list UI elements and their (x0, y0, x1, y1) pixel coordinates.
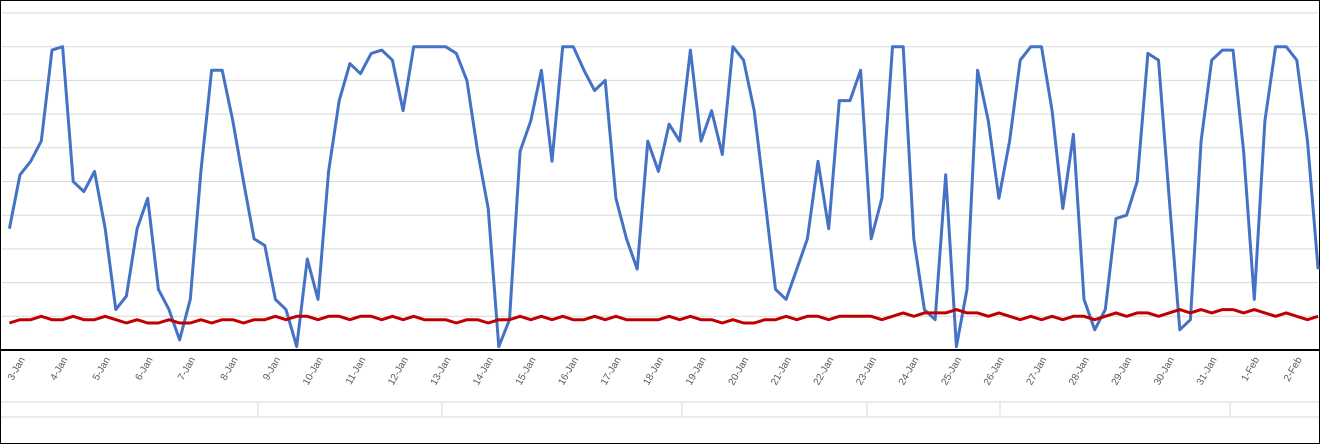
series-line (7, 45, 1320, 349)
table-rows (1, 401, 1319, 418)
series-line (8, 308, 1319, 325)
